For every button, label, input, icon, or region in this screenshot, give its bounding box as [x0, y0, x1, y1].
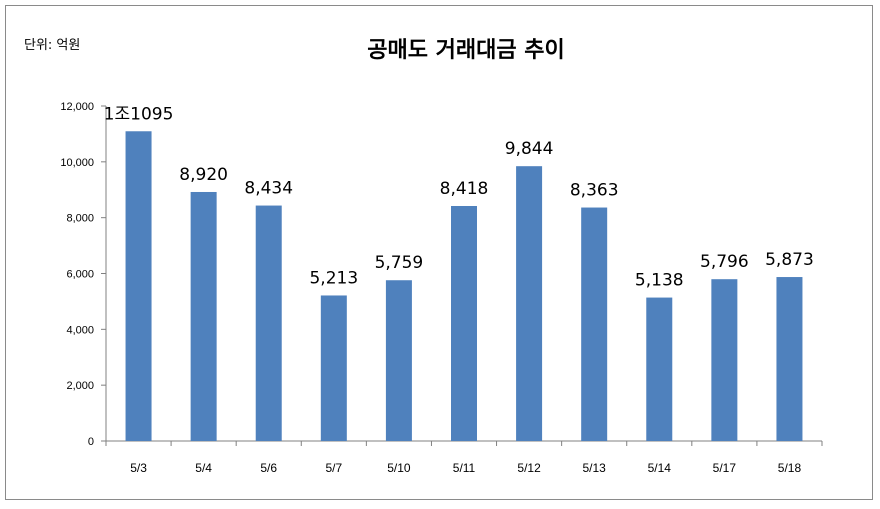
x-tick-label: 5/11 — [453, 461, 476, 475]
y-tick-label: 4,000 — [66, 324, 94, 336]
bar — [711, 279, 738, 441]
x-tick-label: 5/12 — [517, 461, 541, 475]
bar — [125, 131, 152, 441]
x-tick-label: 5/4 — [195, 461, 212, 475]
bar — [385, 280, 412, 441]
bar — [451, 205, 477, 441]
x-tick-label: 5/18 — [778, 461, 802, 475]
x-tick-label: 5/13 — [583, 461, 607, 475]
chart-title: 공매도 거래대금 추이 — [367, 38, 564, 63]
unit-label: 단위: 억원 — [24, 38, 80, 53]
x-tick-label: 5/3 — [130, 461, 147, 475]
x-tick-label: 5/14 — [648, 461, 672, 475]
y-tick-label: 10,000 — [60, 157, 94, 169]
data-label: 1조1095 — [104, 104, 174, 124]
data-label: 5,873 — [765, 250, 814, 270]
bar — [320, 295, 347, 441]
bar — [516, 166, 543, 441]
x-tick-label: 5/6 — [260, 461, 277, 475]
data-label: 8,418 — [440, 179, 489, 199]
y-tick-label: 0 — [88, 436, 94, 448]
data-label: 8,434 — [244, 179, 293, 199]
bar — [776, 277, 803, 441]
data-label: 5,759 — [375, 253, 424, 273]
bar — [190, 191, 217, 441]
x-tick-label: 5/17 — [713, 461, 737, 475]
data-label: 9,844 — [505, 139, 554, 159]
data-label: 5,138 — [635, 271, 684, 291]
data-label: 8,920 — [179, 165, 228, 185]
bar — [255, 205, 282, 441]
y-tick-label: 12,000 — [60, 101, 94, 113]
y-tick-label: 2,000 — [66, 380, 94, 392]
y-tick-label: 6,000 — [66, 269, 94, 281]
data-label: 8,363 — [570, 181, 619, 201]
plot-area: 0 2,000 4,000 6,000 8,000 10,000 12,000 5/3 1조10… — [60, 101, 823, 475]
bar — [581, 207, 608, 441]
x-tick-label: 5/7 — [325, 461, 342, 475]
data-label: 5,213 — [309, 268, 358, 288]
y-tick-label: 8,000 — [66, 213, 94, 225]
bar — [646, 297, 673, 441]
data-label: 5,796 — [700, 252, 749, 272]
x-tick-label: 5/10 — [387, 461, 411, 475]
